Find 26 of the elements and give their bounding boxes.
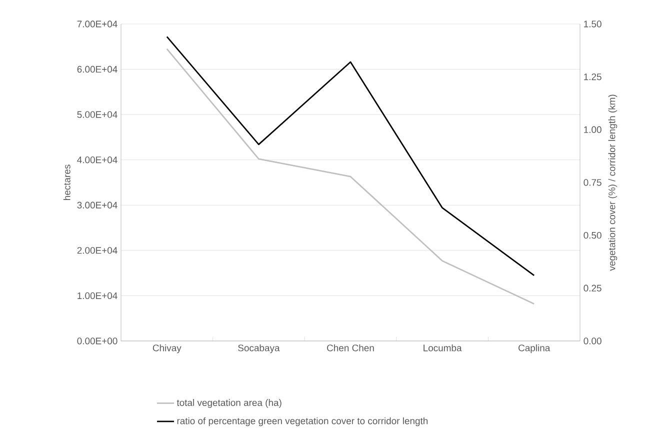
y-axis-title: hectares [63, 164, 70, 200]
y-tick-label: 1.00E+04 [78, 292, 118, 300]
y2-tick-label: 1.00 [584, 126, 602, 134]
x-tick-label: Chen Chen [327, 344, 374, 352]
y-tick-label: 2.00E+04 [77, 247, 118, 254]
y-tick-label: 6.00E+04 [77, 66, 118, 73]
legend-label: ratio of percentage green vegetation cover to corridor length [177, 417, 428, 426]
y-tick-label: 3.00E+04 [77, 202, 118, 208]
y2-tick-label: 0.25 [584, 284, 602, 292]
x-tick-label: Caplina [518, 344, 550, 354]
line-series [166, 48, 535, 305]
x-tick-label: Socabaya [238, 344, 280, 354]
y2-tick-label: 1.50 [584, 20, 602, 28]
x-tick-label: Chivay [152, 344, 182, 354]
y2-tick-label: 0.00 [584, 338, 602, 344]
y-tick-label: 5.00E+04 [77, 111, 118, 118]
y2-tick-label: 1.25 [584, 73, 602, 80]
y2-tick-label: 0.50 [584, 232, 602, 239]
line-series [166, 36, 535, 276]
y2-tick-label: 0.75 [584, 179, 602, 186]
x-tick-label: Locumba [424, 344, 462, 352]
legend-label: total vegetation area (ha) [176, 399, 282, 408]
y-tick-label: 4.00E+04 [77, 156, 118, 164]
y2-axis-title: vegetation cover (%) / corridor length (km) [608, 94, 618, 271]
y-tick-label: 0.00E+00 [77, 338, 118, 344]
y-tick-label: 7.00E+04 [77, 20, 118, 28]
